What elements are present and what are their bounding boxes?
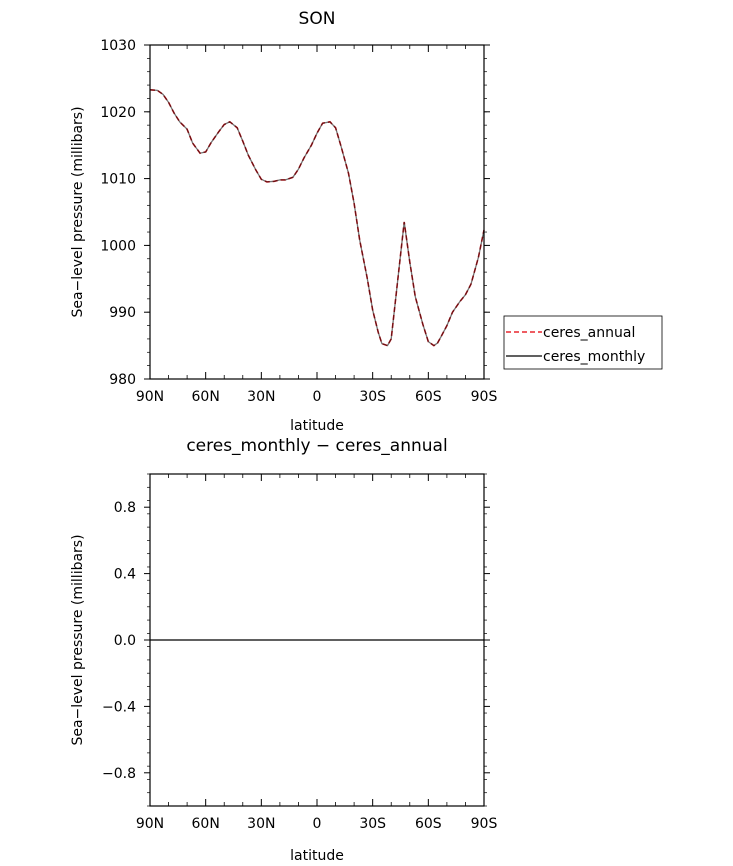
- bottom-panel-x-tick-label: 30N: [247, 816, 275, 832]
- top-panel-x-tick-label: 60S: [415, 389, 442, 405]
- bottom-panel-x-axis-label: latitude: [290, 848, 344, 864]
- top-panel-x-tick-label: 30S: [359, 389, 386, 405]
- legend: ceres_annual ceres_monthly: [503, 315, 663, 370]
- bottom-panel-y-tick-label: −0.8: [102, 766, 136, 782]
- top-panel-y-ticks: 980 990 1000 1010 1020 1030: [100, 38, 490, 388]
- top-panel-x-tick-label: 0: [313, 389, 322, 405]
- bottom-panel-y-tick-label: 0.4: [114, 567, 136, 583]
- top-panel-x-tick-label: 30N: [247, 389, 275, 405]
- bottom-panel-x-tick-label: 90N: [136, 816, 164, 832]
- legend-box: [503, 315, 663, 370]
- legend-label-ceres-monthly: ceres_monthly: [543, 349, 645, 365]
- top-panel-y-tick-label: 1020: [100, 105, 136, 121]
- bottom-panel-y-tick-label: −0.4: [102, 699, 136, 715]
- top-panel-y-tick-label: 990: [109, 305, 136, 321]
- bottom-panel-x-tick-label: 30S: [359, 816, 386, 832]
- bottom-panel-x-tick-label: 90S: [471, 816, 498, 832]
- top-panel-y-tick-label: 980: [109, 372, 136, 388]
- legend-label-ceres-annual: ceres_annual: [543, 325, 635, 341]
- top-panel-x-tick-label: 90N: [136, 389, 164, 405]
- top-panel-y-tick-label: 1000: [100, 238, 136, 254]
- bottom-panel-y-tick-label: 0.8: [114, 500, 136, 516]
- bottom-panel-x-tick-label: 60S: [415, 816, 442, 832]
- top-panel-x-ticks: 90N 60N 30N 0 30S 60S 90S: [136, 45, 498, 405]
- bottom-panel: ceres_monthly − ceres_annual 90N 60N 30N 0 3…: [70, 436, 497, 864]
- bottom-panel-x-ticks: 90N 60N 30N 0 30S 60S 90S: [136, 474, 498, 832]
- bottom-panel-x-tick-label: 60N: [192, 816, 220, 832]
- bottom-panel-title: ceres_monthly − ceres_annual: [186, 436, 447, 456]
- top-panel-y-tick-label: 1030: [100, 38, 136, 54]
- bottom-panel-y-ticks: −0.8 −0.4 0.0 0.4 0.8: [102, 473, 490, 807]
- bottom-panel-x-tick-label: 0: [313, 816, 322, 832]
- top-panel-y-axis-label: Sea−level pressure (millibars): [70, 106, 86, 317]
- top-panel-title: SON: [299, 9, 336, 29]
- top-panel-x-tick-label: 60N: [192, 389, 220, 405]
- series-line-ceres-monthly: [149, 89, 485, 347]
- bottom-panel-y-tick-label: 0.0: [114, 633, 136, 649]
- top-panel-x-tick-label: 90S: [471, 389, 498, 405]
- top-panel-y-tick-label: 1010: [100, 172, 136, 188]
- top-panel: SON 90N 60N 30N 0 30S 60S 90S 980 990 1000 1010 10…: [70, 9, 663, 434]
- top-panel-x-axis-label: latitude: [290, 418, 344, 434]
- bottom-panel-y-axis-label: Sea−level pressure (millibars): [70, 534, 86, 745]
- top-panel-frame: [149, 44, 485, 380]
- series-line-ceres-annual: [149, 89, 485, 347]
